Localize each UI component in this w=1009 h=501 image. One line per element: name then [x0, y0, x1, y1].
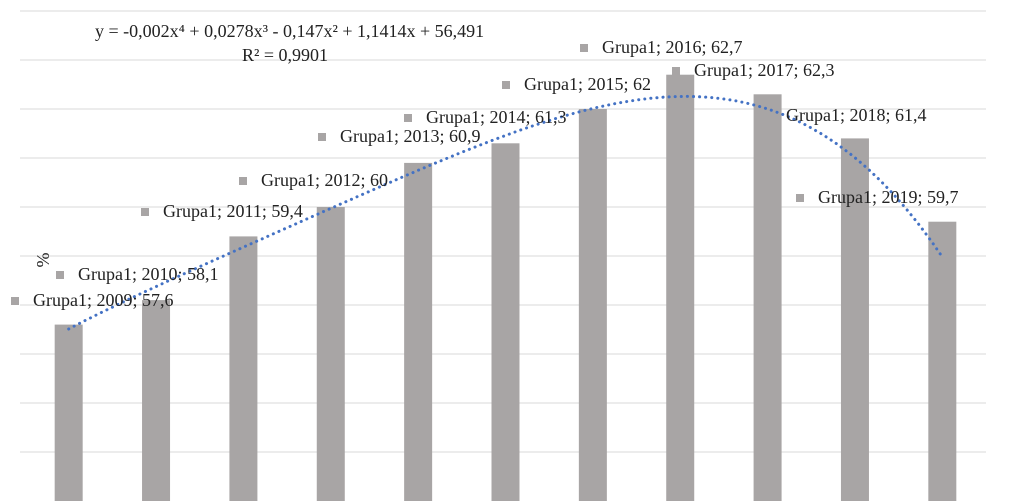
- data-label: Grupa1; 2013; 60,9: [340, 126, 480, 146]
- bar: [840, 138, 869, 501]
- bar: [229, 236, 258, 501]
- label-marker: [141, 208, 149, 216]
- data-label: Grupa1; 2012; 60: [261, 170, 388, 190]
- data-label: Grupa1; 2011; 59,4: [163, 201, 303, 221]
- label-marker: [502, 81, 510, 89]
- bar: [54, 324, 83, 501]
- data-label: Grupa1; 2016; 62,7: [602, 37, 742, 57]
- trendline-equation: y = -0,002x⁴ + 0,0278x³ - 0,147x² + 1,14…: [95, 21, 484, 41]
- data-label: Grupa1; 2018; 61,4: [786, 105, 926, 125]
- bar: [316, 207, 345, 501]
- label-marker: [764, 112, 772, 120]
- data-label: Grupa1; 2017; 62,3: [694, 60, 834, 80]
- bar: [578, 109, 607, 501]
- data-label: Grupa1; 2015; 62: [524, 74, 651, 94]
- label-marker: [56, 271, 64, 279]
- label-marker: [404, 114, 412, 122]
- bar: [491, 143, 520, 501]
- bar: [666, 74, 695, 501]
- label-marker: [318, 133, 326, 141]
- label-marker: [796, 194, 804, 202]
- data-label: Grupa1; 2014; 61,3: [426, 107, 566, 127]
- data-label: Grupa1; 2010; 58,1: [78, 264, 218, 284]
- y-axis-label: %: [33, 253, 53, 268]
- data-label: Grupa1; 2009; 57,6: [33, 290, 173, 310]
- label-marker: [11, 297, 19, 305]
- bar: [142, 300, 171, 501]
- r-squared: R² = 0,9901: [242, 45, 328, 65]
- label-marker: [580, 44, 588, 52]
- label-marker: [239, 177, 247, 185]
- bar: [404, 162, 433, 501]
- bar: [928, 221, 957, 501]
- label-marker: [672, 67, 680, 75]
- data-label: Grupa1; 2019; 59,7: [818, 187, 958, 207]
- bar: [753, 94, 782, 501]
